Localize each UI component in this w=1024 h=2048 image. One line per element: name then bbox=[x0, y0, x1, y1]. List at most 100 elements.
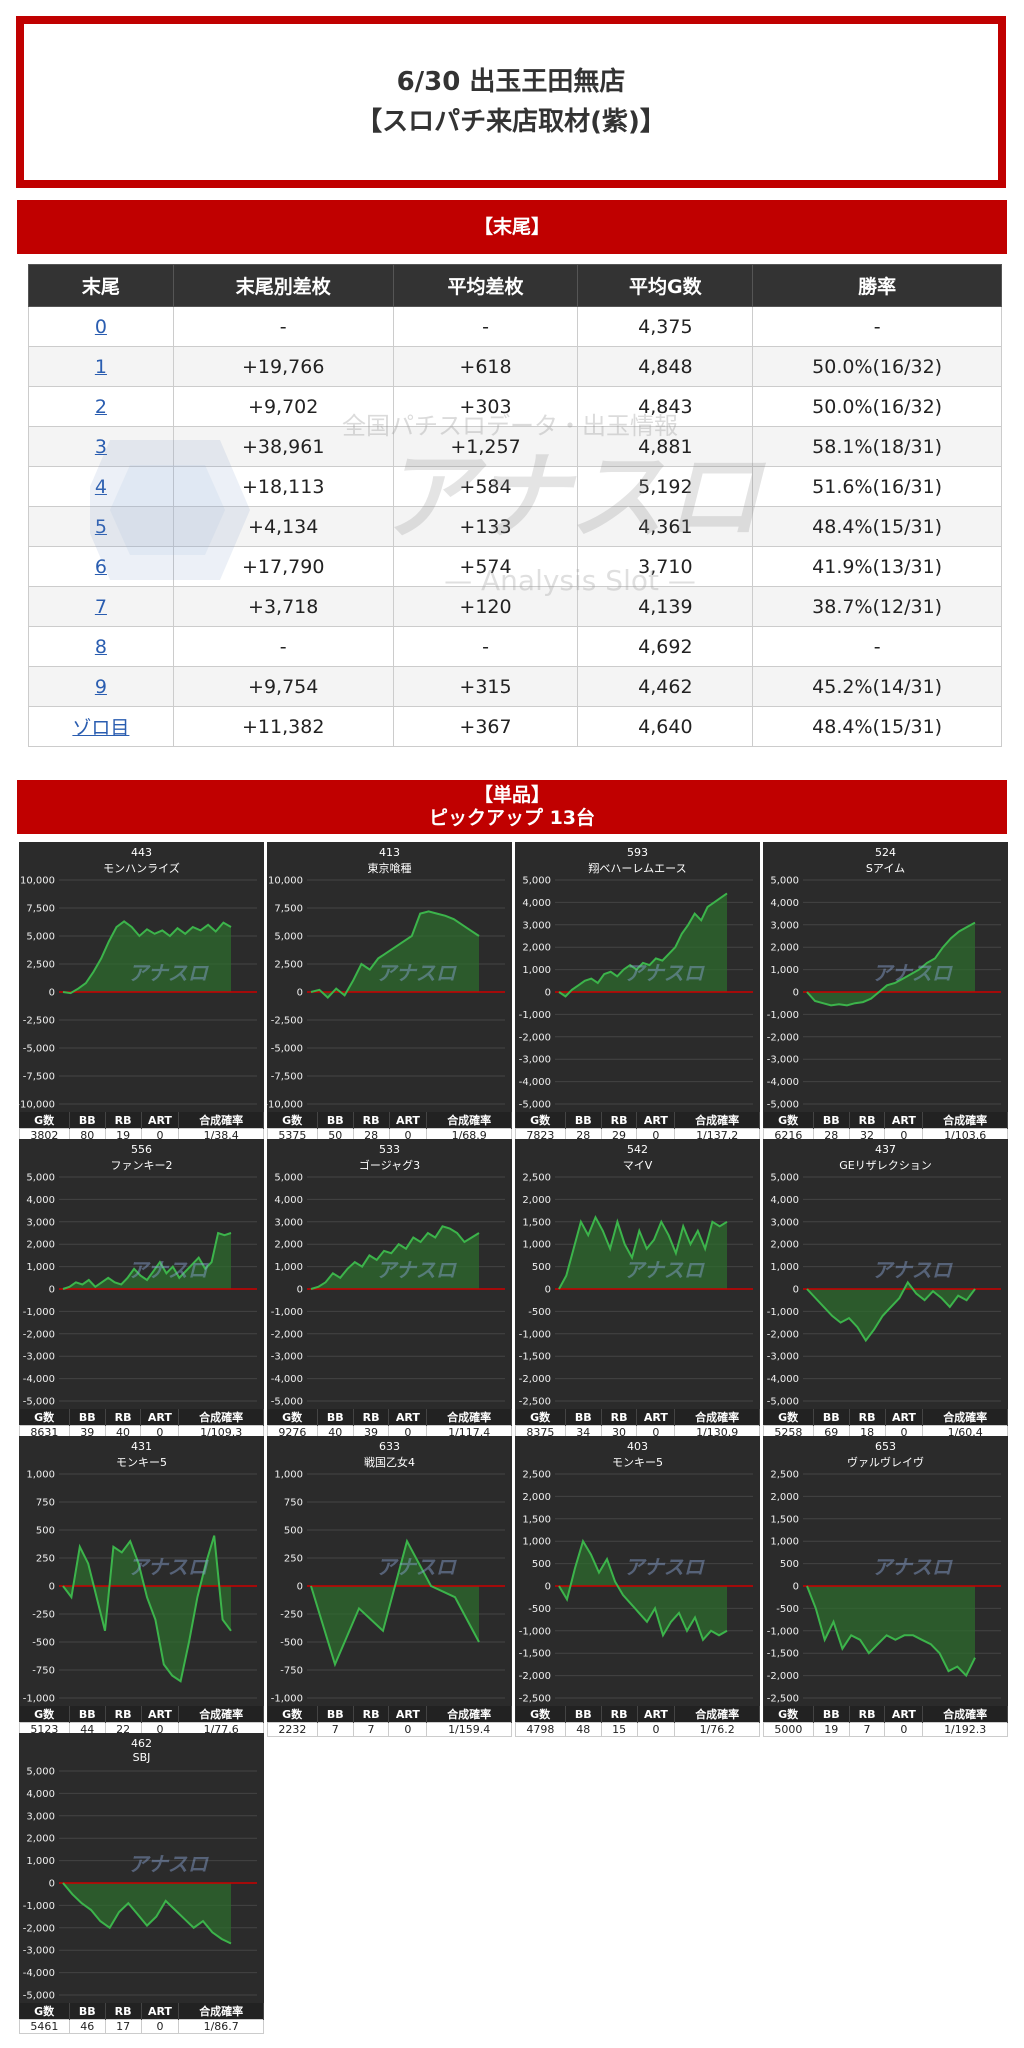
tail-cell: 4 bbox=[28, 466, 174, 507]
stats-table: G数 BB RB ART 合成確率 2232 7 7 0 1/159.4 bbox=[267, 1706, 512, 1737]
table-cell: 4,692 bbox=[577, 626, 754, 667]
y-tick-label: 0 bbox=[545, 1285, 551, 1296]
stats-header: RB bbox=[105, 1706, 142, 1723]
tail-cell: 0 bbox=[28, 306, 174, 347]
y-tick-label: -3,000 bbox=[271, 1352, 303, 1363]
tail-link[interactable]: 0 bbox=[94, 315, 107, 338]
y-tick-label: 0 bbox=[793, 988, 799, 999]
y-tick-label: 5,000 bbox=[274, 1173, 303, 1184]
stats-value: 0 bbox=[884, 1722, 924, 1737]
series-line bbox=[558, 1214, 728, 1290]
y-tick-label: 1,500 bbox=[770, 1514, 799, 1525]
area-fill bbox=[311, 911, 479, 998]
stats-value: 0 bbox=[388, 1722, 428, 1737]
chart-watermark: アナスロ bbox=[376, 1258, 458, 1282]
y-tick-label: 1,000 bbox=[522, 1240, 551, 1251]
machine-number: 593 bbox=[627, 846, 648, 859]
stats-value: 1/159.4 bbox=[426, 1722, 512, 1737]
table-cell: +574 bbox=[392, 546, 579, 587]
y-tick-label: 3,000 bbox=[26, 1811, 55, 1822]
tail-link[interactable]: ゾロ目 bbox=[72, 717, 130, 739]
y-tick-label: -2,000 bbox=[767, 1671, 799, 1682]
y-tick-label: -1,500 bbox=[519, 1649, 551, 1660]
machine-name: 戦国乙女4 bbox=[364, 1456, 415, 1469]
table-cell: 4,881 bbox=[577, 426, 754, 467]
machine-card: 437 GEリザレクション 5,000 4,000 3,000 2,000 1,000 0 -1… bbox=[763, 1139, 1008, 1440]
machine-name: 東京喰種 bbox=[367, 862, 412, 875]
y-tick-label: -4,000 bbox=[767, 1374, 799, 1385]
y-tick-label: 2,000 bbox=[770, 943, 799, 954]
machine-name: ヴァルヴレイヴ bbox=[847, 1456, 924, 1469]
y-tick-label: 5,000 bbox=[26, 1173, 55, 1184]
stats-value: 1/76.2 bbox=[674, 1722, 760, 1737]
stats-header: RB bbox=[849, 1112, 886, 1129]
stats-header: ART bbox=[141, 1112, 180, 1129]
table-cell: 48.4%(15/31) bbox=[752, 506, 1002, 547]
table-cell: +618 bbox=[392, 346, 579, 387]
table-cell: 4,375 bbox=[577, 306, 754, 347]
tail-link[interactable]: 8 bbox=[94, 635, 107, 658]
y-tick-label: 2,500 bbox=[26, 960, 55, 971]
stats-value: 46 bbox=[68, 2019, 106, 2034]
table-cell: +9,754 bbox=[172, 666, 394, 707]
table-row: 0- -4,375- bbox=[28, 306, 1002, 347]
table-cell: +367 bbox=[392, 706, 579, 747]
table-cell: +133 bbox=[392, 506, 579, 547]
tail-link[interactable]: 4 bbox=[94, 475, 107, 498]
table-cell: 50.0%(16/32) bbox=[752, 346, 1002, 387]
table-cell: - bbox=[752, 626, 1002, 667]
tail-link[interactable]: 1 bbox=[94, 355, 107, 378]
table-cell: +1,257 bbox=[392, 426, 579, 467]
table-cell: - bbox=[172, 306, 394, 347]
table-row: ゾロ目 +11,382 +367 4,640 48.4%(15/31) bbox=[28, 706, 1002, 747]
machine-name: 翔べハーレムエース bbox=[588, 862, 687, 875]
chart-watermark: アナスロ bbox=[376, 1555, 458, 1579]
machine-number: 443 bbox=[131, 846, 152, 859]
machine-number: 533 bbox=[379, 1143, 400, 1156]
y-tick-label: -2,000 bbox=[519, 1032, 551, 1043]
stats-header: RB bbox=[601, 1112, 638, 1129]
machine-name: Sアイム bbox=[865, 862, 906, 875]
machine-card: 633 戦国乙女4 1,000 750 500 250 0 -250 -500 -750 -1,00… bbox=[267, 1436, 512, 1737]
tail-link[interactable]: 7 bbox=[94, 595, 107, 618]
table-cell: - bbox=[392, 626, 579, 667]
tail-link[interactable]: 9 bbox=[94, 675, 107, 698]
stats-header: BB bbox=[69, 2003, 106, 2020]
area-fill bbox=[63, 921, 231, 994]
table-row: 8- -4,692- bbox=[28, 626, 1002, 667]
y-tick-label: 5,000 bbox=[522, 876, 551, 887]
y-tick-label: -7,500 bbox=[23, 1072, 55, 1083]
stats-header: G数 bbox=[267, 1706, 318, 1723]
stats-header: ART bbox=[388, 1706, 428, 1723]
series-line bbox=[62, 1231, 232, 1290]
stats-header: BB bbox=[813, 1409, 850, 1426]
y-tick-label: -1,000 bbox=[767, 1626, 799, 1637]
tail-link[interactable]: 5 bbox=[94, 515, 107, 538]
machine-name: マイV bbox=[622, 1159, 653, 1172]
stats-value: 15 bbox=[600, 1722, 638, 1737]
table-cell: 4,843 bbox=[577, 386, 754, 427]
tail-link[interactable]: 6 bbox=[94, 555, 107, 578]
y-tick-label: -2,500 bbox=[519, 1397, 551, 1408]
y-tick-label: -750 bbox=[32, 1666, 55, 1677]
stats-table: G数 BB RB ART 合成確率 5258 69 18 0 1/60.4 bbox=[763, 1409, 1008, 1440]
table-cell: +19,766 bbox=[172, 346, 394, 387]
table-cell: 41.9%(13/31) bbox=[752, 546, 1002, 587]
slump-chart: 1,000 750 500 250 0 -250 -500 -750 -1,000 アナスロ bbox=[271, 1470, 505, 1704]
series-line bbox=[62, 920, 232, 995]
y-tick-label: 2,000 bbox=[26, 1834, 55, 1845]
stats-value: 7 bbox=[316, 1722, 354, 1737]
y-tick-label: -5,000 bbox=[23, 1044, 55, 1055]
tail-link[interactable]: 2 bbox=[94, 395, 107, 418]
y-tick-label: -4,000 bbox=[519, 1077, 551, 1088]
machine-card: 413 東京喰種 10,000 7,500 5,000 2,500 0 -2,500 -5,00… bbox=[267, 842, 512, 1143]
y-tick-label: 2,000 bbox=[770, 1240, 799, 1251]
series-line bbox=[310, 910, 480, 1000]
tail-link[interactable]: 3 bbox=[94, 435, 107, 458]
page-title: 6/30 出玉王田無店 bbox=[396, 67, 626, 97]
stats-header: G数 bbox=[19, 1409, 70, 1426]
machine-number: 462 bbox=[131, 1737, 152, 1750]
machine-name: ゴージャグ3 bbox=[358, 1159, 421, 1172]
y-tick-label: -500 bbox=[528, 1307, 551, 1318]
y-tick-label: 2,500 bbox=[274, 960, 303, 971]
